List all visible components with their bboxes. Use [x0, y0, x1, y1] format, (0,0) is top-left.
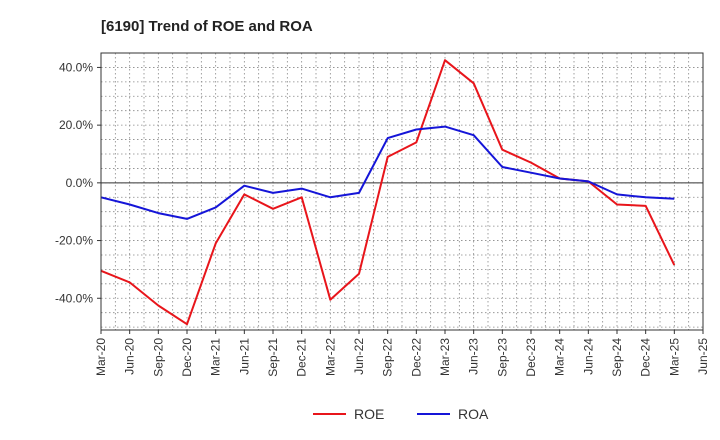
x-tick-label: Dec-20	[180, 338, 194, 377]
legend-label-roe: ROE	[354, 406, 384, 422]
x-tick-label: Dec-21	[295, 338, 309, 377]
y-tick-label: -40.0%	[55, 291, 93, 305]
x-tick-label: Jun-23	[467, 338, 481, 375]
x-tick-label: Mar-23	[438, 338, 452, 376]
x-tick-label: Sep-22	[381, 338, 395, 377]
y-tick-label: 0.0%	[66, 176, 94, 190]
y-tick-label: -20.0%	[55, 234, 93, 248]
x-tick-label: Mar-22	[323, 338, 337, 376]
y-tick-label: 40.0%	[59, 60, 93, 74]
y-axis-ticks: 40.0% 20.0% 0.0% -20.0% -40.0%	[55, 60, 101, 305]
x-tick-label: Jun-24	[581, 338, 595, 375]
legend-label-roa: ROA	[458, 406, 489, 422]
x-tick-label: Mar-21	[209, 338, 223, 376]
x-tick-label: Mar-20	[94, 338, 108, 376]
legend: ROE ROA	[313, 406, 489, 422]
y-tick-label: 20.0%	[59, 118, 93, 132]
x-tick-label: Jun-25	[696, 338, 710, 375]
x-tick-label: Dec-23	[524, 338, 538, 377]
series-line-roa	[100, 125, 675, 220]
series-line-roe	[100, 59, 676, 326]
x-tick-label: Mar-25	[667, 338, 681, 376]
x-tick-label: Jun-20	[123, 338, 137, 375]
plot-frame	[100, 52, 704, 331]
x-tick-label: Jun-22	[352, 338, 366, 375]
x-tick-label: Sep-24	[610, 338, 624, 377]
x-axis-ticks: Mar-20 Jun-20 Sep-20 Dec-20 Mar-21 Jun-21 Sep-…	[94, 330, 710, 377]
x-tick-label: Dec-24	[639, 338, 653, 377]
x-tick-label: Dec-22	[409, 338, 423, 377]
x-tick-label: Jun-21	[237, 338, 251, 375]
chart-title: [6190] Trend of ROE and ROA	[101, 18, 313, 35]
x-tick-label: Sep-20	[151, 338, 165, 377]
x-tick-label: Mar-24	[553, 338, 567, 376]
series-lines	[100, 59, 676, 326]
x-tick-label: Sep-23	[495, 338, 509, 377]
x-tick-label: Sep-21	[266, 338, 280, 377]
